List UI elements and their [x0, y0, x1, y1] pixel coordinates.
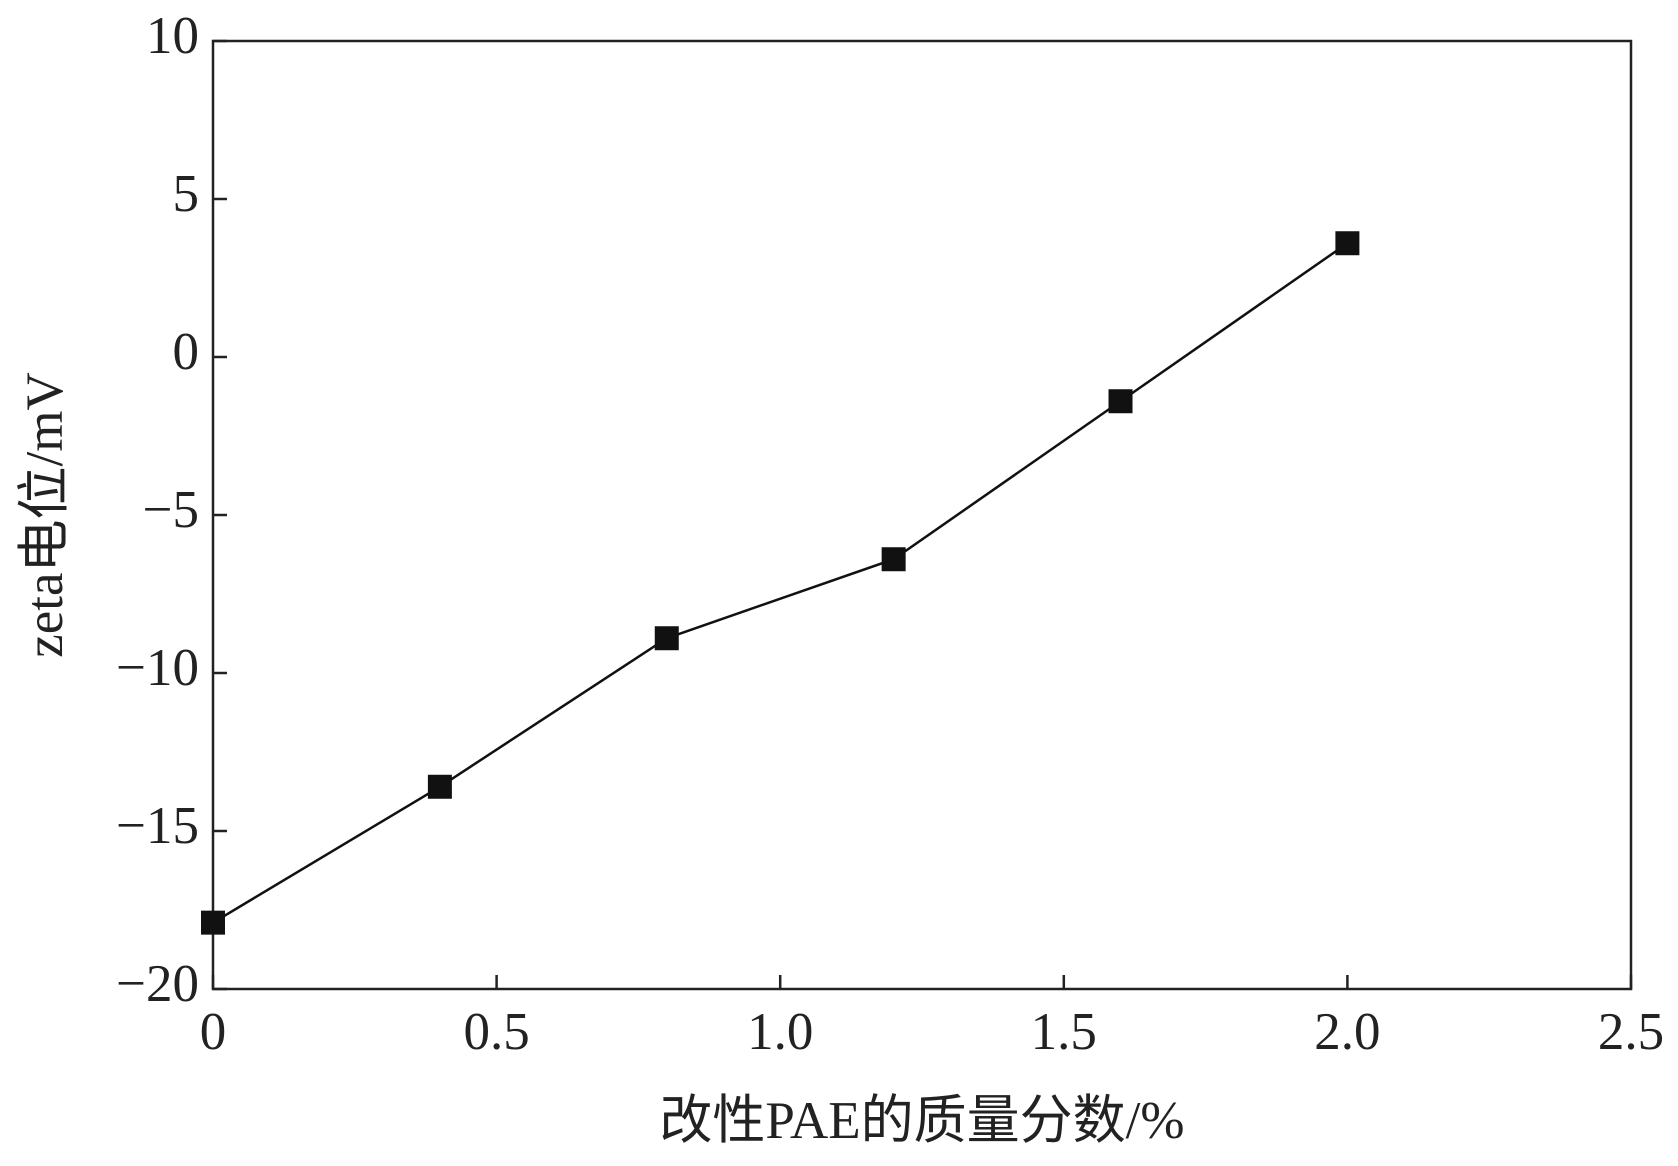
x-tick-label: 1.0 — [747, 1003, 813, 1061]
x-axis-title: 改性PAE的质量分数/% — [659, 1092, 1184, 1150]
y-tick-label: 0 — [173, 323, 200, 381]
x-tick-label: 2.0 — [1314, 1003, 1380, 1061]
data-point — [881, 547, 906, 572]
x-tick-label: 0.5 — [463, 1003, 529, 1061]
data-point — [427, 774, 452, 799]
y-tick-label: 10 — [146, 7, 199, 65]
data-line — [212, 242, 1349, 924]
plot-frame — [211, 39, 1633, 991]
y-axis-title: zeta电位/mV — [16, 372, 74, 658]
y-tick-label: 5 — [173, 165, 200, 223]
x-tick-label: 1.5 — [1031, 1003, 1097, 1061]
y-tick-label: −15 — [116, 797, 199, 855]
data-point — [1108, 389, 1133, 414]
y-tick-label: −20 — [116, 955, 199, 1013]
data-point — [654, 626, 679, 651]
y-tick-label: −5 — [143, 481, 199, 539]
x-tick-label: 0 — [200, 1003, 227, 1061]
data-point — [201, 910, 225, 935]
y-tick-label: −10 — [116, 639, 199, 697]
x-tick-label: 2.5 — [1598, 1003, 1664, 1061]
data-point — [1335, 231, 1360, 256]
